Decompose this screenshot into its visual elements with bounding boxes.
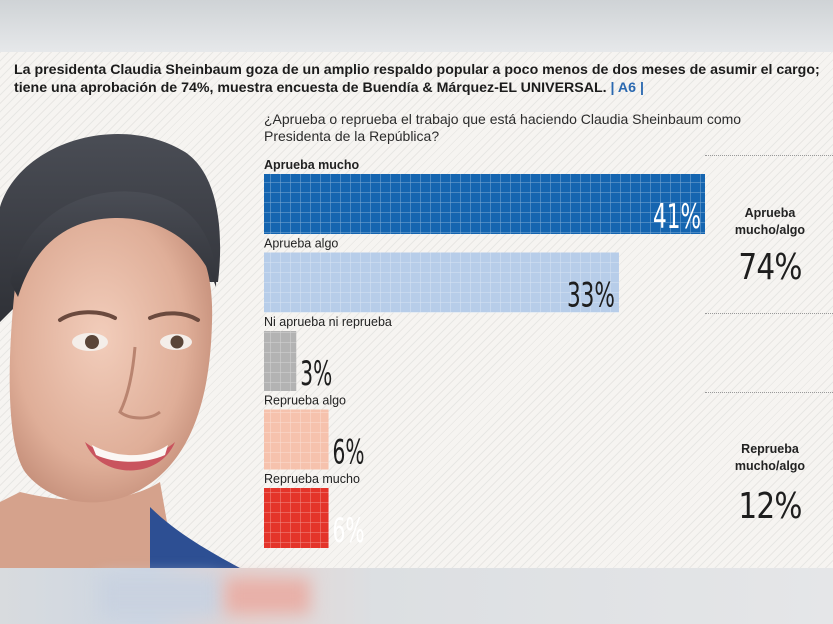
portrait-photo	[0, 133, 240, 568]
summary-divider	[705, 155, 833, 156]
summary-approve-value: 74%	[738, 247, 802, 288]
summary-disapprove-label-line1: Reprueba	[741, 442, 799, 456]
bar-category-label: Reprueba mucho	[264, 472, 360, 486]
bottom-video-band	[0, 568, 833, 624]
bar-category-label: Aprueba algo	[264, 237, 338, 251]
bar-category-label: Reprueba algo	[264, 394, 346, 408]
infographic-panel: La presidenta Claudia Sheinbaum goza de …	[0, 52, 833, 568]
summary-divider	[705, 313, 833, 314]
bar-value-label: 3%	[300, 354, 332, 394]
summary-divider	[705, 392, 833, 393]
bar-category-label: Aprueba mucho	[264, 158, 360, 172]
bar-value-label: 6%	[333, 433, 365, 473]
summary-disapprove-value: 12%	[738, 486, 802, 527]
bar-value-label: 33%	[567, 276, 615, 316]
headline: La presidenta Claudia Sheinbaum goza de …	[14, 61, 829, 97]
summary-disapprove-label: Reprueba mucho/algo	[710, 441, 830, 475]
summary-approve-label-line1: Aprueba	[744, 206, 796, 220]
bar-value-label: 41%	[653, 197, 701, 237]
summary-approve-label: Aprueba mucho/algo	[710, 205, 830, 239]
bar-grid-texture	[264, 488, 329, 548]
bar-chart: Aprueba mucho 41% Aprueba algo 33% Ni aprueb…	[264, 158, 705, 551]
page-reference: | A6 |	[606, 80, 644, 96]
chart-question: ¿Aprueba o reprueba el trabajo que está …	[264, 111, 742, 144]
bar-grid-texture	[264, 331, 297, 391]
headline-text: La presidenta Claudia Sheinbaum goza de …	[14, 62, 820, 96]
bar-category-label: Ni aprueba ni reprueba	[264, 315, 392, 329]
bar-value-label: 6%	[333, 511, 365, 551]
summary-disapprove-label-line2: mucho/algo	[734, 459, 806, 473]
bar-grid-texture	[264, 409, 329, 470]
top-video-band	[0, 0, 833, 52]
bar-grid-texture	[264, 174, 705, 234]
summary-approve-label-line2: mucho/algo	[734, 223, 806, 237]
bar-grid-texture	[264, 252, 619, 313]
